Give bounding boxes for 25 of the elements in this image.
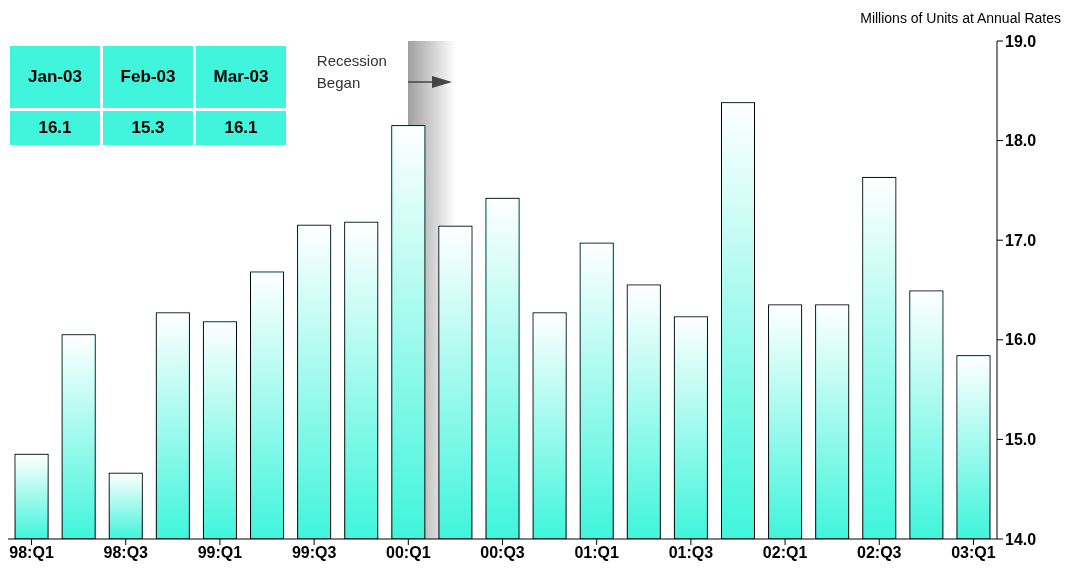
x-tick-label: 03:Q1 — [951, 544, 996, 562]
y-tick-label: 14.0 — [1005, 530, 1037, 548]
x-tick-label: 00:Q3 — [480, 544, 525, 562]
x-tick-label: 98:Q1 — [9, 544, 54, 562]
ref-line-label: Recession Began — [316, 51, 387, 93]
annotation: 15.3 — [103, 111, 193, 145]
x-tick-label: 00:Q1 — [386, 544, 431, 562]
y-tick-label: 18.0 — [1005, 132, 1037, 150]
y-tick-label: 17.0 — [1005, 231, 1037, 249]
y-axis-title: Millions of Units at Annual Rates — [860, 10, 1061, 26]
annotation: Jan-03 — [10, 46, 100, 108]
x-tick-label: 99:Q3 — [291, 544, 337, 562]
x-tick-label: 01:Q3 — [668, 544, 714, 562]
annotation: Feb-03 — [103, 46, 193, 108]
x-tick-label: 02:Q3 — [857, 544, 902, 562]
x-tick-label: 99:Q1 — [197, 544, 243, 562]
y-tick-label: 15.0 — [1005, 431, 1037, 449]
annotation: Mar-03 — [196, 46, 286, 108]
annotation: 16.1 — [196, 111, 286, 145]
y-tick-label: 19.0 — [1005, 32, 1037, 50]
annotation: 16.1 — [10, 111, 100, 145]
x-tick-label: 02:Q1 — [762, 544, 808, 562]
x-tick-label: 01:Q1 — [574, 544, 620, 562]
x-tick-label: 98:Q3 — [103, 544, 149, 562]
y-tick-label: 16.0 — [1005, 331, 1037, 349]
